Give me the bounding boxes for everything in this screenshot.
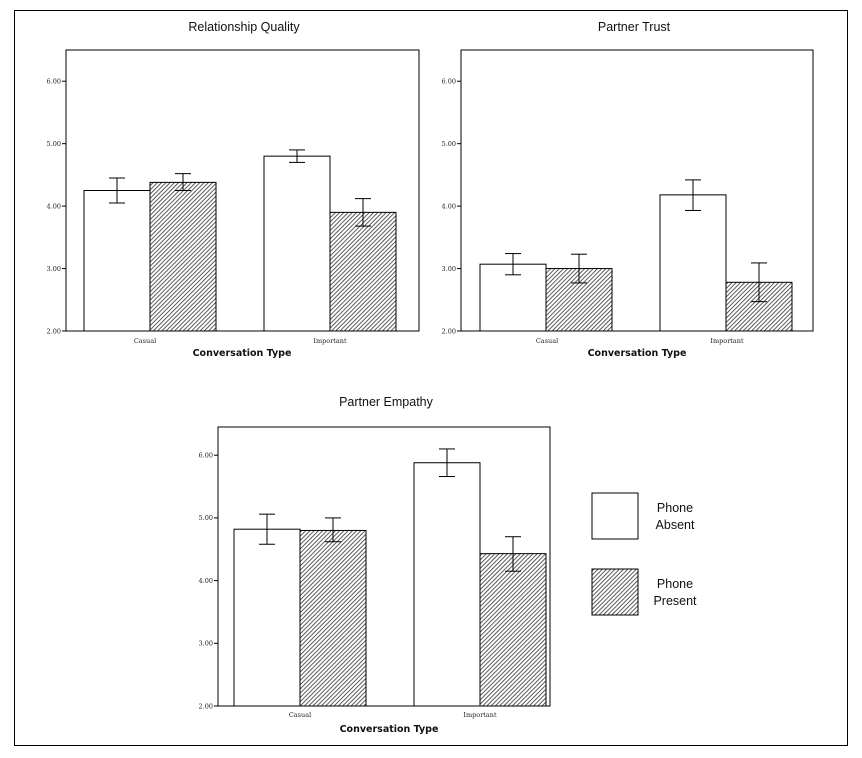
- bar-phone-absent-casual: [233, 528, 301, 707]
- y-tick-label: 6.00: [442, 78, 456, 86]
- x-tick-label: Casual: [289, 711, 311, 719]
- y-tick-label: 4.00: [442, 202, 456, 210]
- chart-partner-empathy: Partner Empathy 2.00 3.00 4.00 5.00 6.00 Cas…: [199, 395, 551, 735]
- bar-phone-absent-important: [413, 462, 481, 707]
- plot-area: [460, 49, 814, 332]
- y-tick-label: 5.00: [442, 140, 456, 148]
- chart-title: Partner Trust: [598, 20, 671, 34]
- plot-area: [217, 426, 551, 707]
- legend: Phone Absent Phone Present: [591, 492, 697, 616]
- legend-label-phone-absent-line1: Phone: [657, 501, 693, 515]
- legend-label-phone-present-line2: Present: [653, 594, 697, 608]
- chart-relationship-quality: Relationship Quality 2.00 3.00 4.00 5.00 6.0…: [47, 20, 420, 359]
- legend-label-phone-present-line1: Phone: [657, 577, 693, 591]
- y-tick-label: 3.00: [199, 640, 213, 648]
- y-tick-label: 3.00: [442, 265, 456, 273]
- x-axis-label: Conversation Type: [588, 348, 687, 359]
- y-tick-label: 2.00: [199, 702, 213, 710]
- legend-swatch-phone-absent: [591, 492, 639, 540]
- bar-phone-absent-important: [263, 155, 331, 332]
- y-tick-label: 4.00: [47, 202, 61, 210]
- chart-title: Relationship Quality: [188, 20, 300, 34]
- x-tick-label: Casual: [134, 337, 156, 345]
- bar-phone-present-casual: [149, 181, 217, 332]
- bar-phone-present-important: [479, 553, 547, 707]
- y-tick-label: 5.00: [47, 140, 61, 148]
- chart-title: Partner Empathy: [339, 395, 434, 409]
- x-tick-label: Important: [463, 711, 497, 719]
- y-tick-label: 3.00: [47, 265, 61, 273]
- x-axis-label: Conversation Type: [340, 724, 439, 735]
- bar-phone-present-important: [329, 211, 397, 332]
- plot-area: [65, 49, 420, 332]
- y-tick-label: 2.00: [47, 327, 61, 335]
- legend-swatch-phone-present: [591, 568, 639, 616]
- bar-phone-absent-casual: [83, 190, 151, 332]
- bar-phone-absent-important: [659, 194, 727, 332]
- y-tick-label: 4.00: [199, 577, 213, 585]
- y-tick-label: 6.00: [199, 452, 213, 460]
- legend-label-phone-absent-line2: Absent: [656, 518, 695, 532]
- x-tick-label: Important: [710, 337, 744, 345]
- bar-phone-absent-casual: [479, 263, 547, 332]
- chart-partner-trust: Partner Trust 2.00 3.00 4.00 5.00 6.00 Casua…: [442, 20, 814, 359]
- y-tick-label: 2.00: [442, 327, 456, 335]
- figure-frame: [14, 10, 848, 746]
- y-tick-label: 5.00: [199, 514, 213, 522]
- y-tick-label: 6.00: [47, 78, 61, 86]
- x-axis-label: Conversation Type: [193, 348, 292, 359]
- x-tick-label: Important: [313, 337, 347, 345]
- x-tick-label: Casual: [536, 337, 558, 345]
- bar-phone-present-casual: [299, 529, 367, 707]
